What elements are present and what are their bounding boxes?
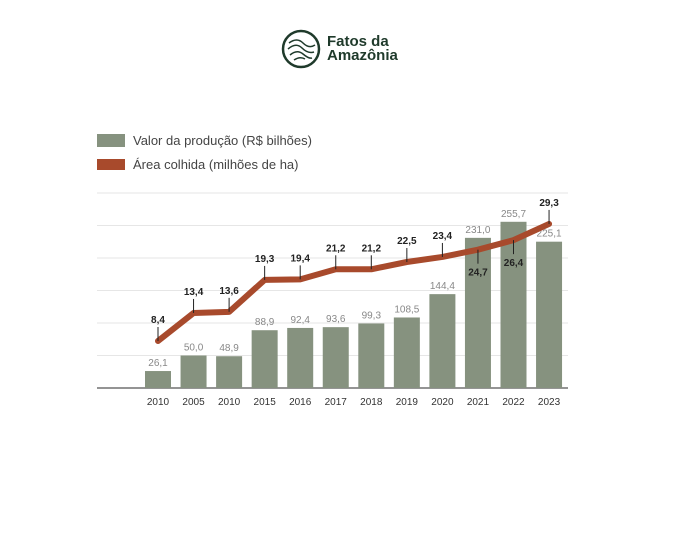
bar-value-label: 99,3	[362, 310, 382, 321]
bar	[145, 371, 171, 388]
x-tick-label: 2019	[396, 397, 419, 408]
line-value-label: 13,6	[219, 286, 239, 297]
logo: Fatos da Amazônia	[281, 29, 398, 69]
line-value-label: 26,4	[504, 258, 524, 269]
line-value-label: 13,4	[184, 287, 204, 298]
line-value-label: 19,3	[255, 254, 275, 265]
bar-value-label: 92,4	[290, 315, 310, 326]
logo-line1: Fatos da	[327, 33, 389, 50]
bar-value-label: 48,9	[219, 343, 239, 354]
bar-value-label: 225,1	[537, 229, 562, 240]
logo-emblem-icon	[281, 29, 321, 69]
legend-item-bars: Valor da produção (R$ bilhões)	[97, 133, 312, 148]
bar	[429, 294, 456, 388]
legend-item-line: Área colhida (milhões de ha)	[97, 157, 298, 172]
bar	[322, 327, 349, 388]
line-value-label: 8,4	[151, 315, 165, 326]
line-value-label: 29,3	[539, 198, 559, 209]
line-value-label: 21,2	[362, 243, 382, 254]
bar	[287, 327, 314, 388]
logo-line2: Amazônia	[327, 47, 398, 64]
bar-value-label: 93,6	[326, 314, 346, 325]
x-tick-label: 2016	[289, 397, 312, 408]
legend-label-bars: Valor da produção (R$ bilhões)	[133, 133, 312, 148]
x-tick-label: 2023	[538, 397, 561, 408]
x-tick-label: 2020	[431, 397, 454, 408]
line-value-label: 22,5	[397, 236, 417, 247]
bar-value-label: 108,5	[394, 304, 419, 315]
bar-value-label: 255,7	[501, 209, 526, 220]
bar	[536, 241, 563, 388]
bar	[358, 323, 385, 388]
legend-swatch-line	[97, 159, 125, 170]
x-tick-label: 2021	[467, 397, 490, 408]
x-tick-label: 2017	[325, 397, 348, 408]
x-tick-label: 2010	[147, 397, 170, 408]
bar	[180, 355, 207, 388]
line-value-label: 24,7	[468, 268, 488, 279]
bar-value-label: 144,4	[430, 281, 455, 292]
line-value-label: 21,2	[326, 243, 346, 254]
bar	[393, 317, 420, 388]
bar-value-label: 26,1	[148, 358, 168, 369]
legend-label-line: Área colhida (milhões de ha)	[133, 157, 299, 172]
line-value-label: 19,4	[290, 253, 310, 264]
bar	[216, 356, 243, 388]
legend-swatch-bars	[97, 134, 125, 147]
x-tick-label: 2005	[182, 397, 205, 408]
bar-value-label: 88,9	[255, 317, 275, 328]
x-tick-label: 2010	[218, 397, 241, 408]
line-series	[155, 220, 553, 344]
x-tick-label: 2015	[254, 397, 277, 408]
line-value-label: 23,4	[433, 231, 453, 242]
bar	[251, 330, 278, 388]
bar-value-label: 231,0	[465, 225, 490, 236]
bar-value-label: 50,0	[184, 343, 204, 354]
x-tick-label: 2018	[360, 397, 383, 408]
x-tick-label: 2022	[502, 397, 525, 408]
